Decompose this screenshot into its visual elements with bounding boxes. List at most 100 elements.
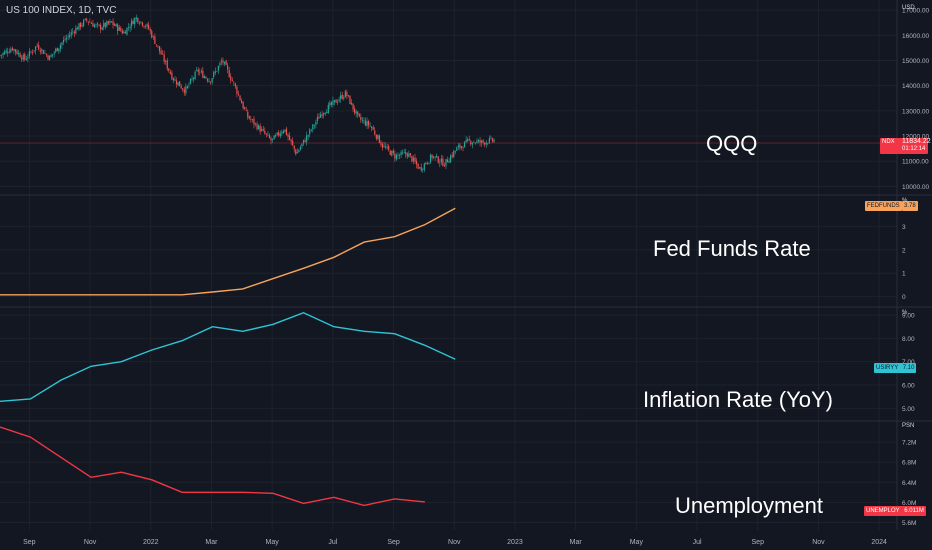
qqq-candle-body: [372, 127, 374, 130]
qqq-candle-body: [137, 17, 139, 23]
qqq-candle-body: [106, 21, 108, 27]
qqq-candle-body: [93, 24, 96, 28]
x-tick-label: Sep: [752, 539, 765, 546]
unemployment-y-tick-label: 6.0M: [902, 500, 916, 507]
qqq-candle-body: [412, 157, 415, 162]
qqq-y-tick-label: 15000.00: [902, 58, 929, 65]
qqq-candle-body: [462, 147, 464, 149]
qqq-candle-body: [450, 155, 452, 163]
qqq-candle-body: [203, 76, 206, 78]
qqq-candle-body: [143, 26, 145, 27]
qqq-candle-body: [293, 145, 295, 150]
x-axis-ticks: Sep Nov 2022 Mar May Jul Sep Nov 2023 Mar May Jul Se…: [23, 539, 887, 546]
qqq-candle-body: [268, 134, 271, 138]
qqq-candle-body: [265, 133, 267, 135]
qqq-candle-body: [261, 129, 263, 132]
qqq-candle-body: [363, 120, 365, 122]
qqq-candle-body: [123, 31, 125, 34]
qqq-candle-body: [366, 121, 368, 126]
qqq-candle-body: [364, 120, 367, 126]
x-tick-label: May: [266, 539, 280, 546]
qqq-candle-body: [316, 117, 319, 122]
qqq-candle-body: [0, 55, 1, 56]
inflation-unit: %: [902, 310, 908, 316]
qqq-candle-body: [409, 153, 411, 156]
qqq-candle-body: [467, 139, 469, 141]
qqq-candle-body: [120, 27, 122, 31]
qqq-candle-body: [279, 133, 281, 137]
qqq-candle-body: [188, 84, 190, 86]
qqq-candle-body: [485, 142, 487, 145]
qqq-candle-body: [347, 95, 350, 96]
qqq-candle-body: [333, 100, 336, 102]
qqq-candle-body: [182, 88, 184, 90]
qqq-candle-body: [403, 152, 405, 154]
qqq-candle-body: [126, 27, 128, 35]
qqq-candle-body: [25, 58, 27, 61]
qqq-candle-body: [162, 53, 164, 55]
fed-title: Fed Funds Rate: [653, 236, 811, 261]
qqq-candle-body: [112, 21, 114, 26]
qqq-candle-body: [488, 138, 490, 144]
qqq-candle-body: [349, 95, 351, 105]
qqq-candle-body: [468, 139, 470, 141]
qqq-candle-body: [200, 71, 202, 72]
qqq-candle-body: [44, 53, 46, 54]
indicator-lines: [0, 207, 456, 507]
qqq-candle-body: [398, 155, 401, 157]
qqq-candle-body: [425, 162, 427, 164]
qqq-candle-body: [166, 60, 168, 69]
qqq-candle-body: [160, 50, 162, 55]
qqq-candle-body: [326, 111, 328, 114]
qqq-candle-body: [19, 53, 21, 58]
fed-y-tick-label: 3: [902, 224, 906, 231]
qqq-candle-body: [50, 55, 52, 57]
qqq-candle-body: [110, 21, 113, 23]
qqq-candle-body: [459, 144, 461, 148]
qqq-candle-body: [312, 124, 314, 130]
fed-badge-value: 3.78: [902, 201, 918, 211]
inflation-line: [0, 311, 456, 402]
qqq-candle-body: [487, 143, 489, 144]
qqq-candle-body: [84, 18, 86, 21]
qqq-candle-body: [31, 52, 34, 53]
qqq-candle-body: [284, 129, 286, 132]
qqq-candle-body: [440, 158, 442, 163]
qqq-candle-body: [388, 146, 390, 150]
qqq-candle-body: [330, 102, 332, 105]
qqq-candle-body: [332, 100, 334, 105]
qqq-candle-body: [453, 151, 455, 157]
qqq-y-tick-label: 11000.00: [902, 159, 929, 166]
inflation-badge-symbol: USIRYY: [876, 365, 899, 371]
qqq-candle-body: [154, 36, 156, 44]
qqq-candle-body: [138, 22, 140, 24]
x-tick-label: 2024: [871, 539, 887, 546]
qqq-candle-body: [194, 71, 196, 79]
qqq-candle-body: [338, 99, 340, 102]
qqq-candle-body: [236, 86, 238, 94]
qqq-candle-body: [242, 102, 244, 109]
qqq-candle-body: [59, 44, 61, 49]
qqq-candle-body: [231, 80, 233, 82]
qqq-candle-body: [42, 50, 44, 54]
grid: [0, 0, 897, 530]
qqq-candle-body: [132, 20, 134, 25]
qqq-candle-body: [439, 162, 441, 164]
qqq-candle-body: [414, 157, 416, 162]
qqq-candle-body: [361, 120, 363, 121]
unemployment-badge-value: 6.011M: [904, 508, 924, 514]
qqq-candle-body: [165, 61, 167, 62]
qqq-candle-body: [309, 129, 311, 135]
qqq-candle-body: [343, 97, 345, 99]
qqq-candle-body: [101, 27, 103, 30]
qqq-candle-body: [451, 154, 453, 157]
qqq-candle-body: [95, 24, 97, 26]
qqq-candle-body: [434, 156, 436, 158]
qqq-candle-body: [56, 47, 58, 52]
qqq-candle-body: [411, 155, 413, 162]
qqq-candle-body: [287, 134, 289, 137]
qqq-candle-body: [426, 163, 429, 164]
fed-unit: %: [902, 198, 908, 204]
qqq-candle-body: [381, 144, 384, 148]
qqq-candle-body: [315, 121, 317, 125]
